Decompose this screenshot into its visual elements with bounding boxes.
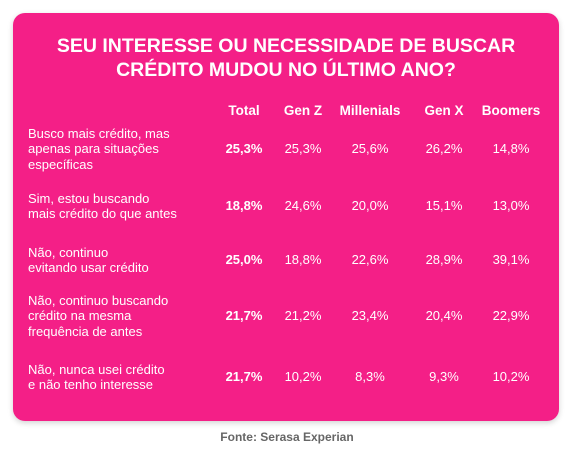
value-cell: 22,9%	[492, 308, 530, 323]
row-label: Não, nunca usei crédito e não tenho inter…	[28, 362, 208, 393]
value-cell: 8,3%	[355, 369, 385, 384]
value-cell: 20,4%	[425, 308, 463, 323]
column-header-total: Total	[228, 103, 260, 118]
total-value-cell: 21,7%	[225, 308, 263, 323]
value-cell: 10,2%	[492, 369, 530, 384]
row-label: Busco mais crédito, mas apenas para situa…	[28, 126, 208, 173]
value-cell: 22,6%	[351, 252, 389, 267]
row-label-line: Não, continuo buscando	[28, 292, 169, 308]
column-header-gen-z: Gen Z	[283, 103, 323, 118]
value-cell: 18,8%	[284, 252, 322, 267]
total-value-cell: 21,7%	[225, 369, 263, 384]
value-cell: 25,3%	[284, 141, 322, 156]
row-label-line: evitando usar crédito	[28, 260, 149, 275]
value-cell: 28,9%	[425, 252, 463, 267]
row-label: Sim, estou buscando mais crédito do que a…	[28, 191, 208, 222]
value-cell: 15,1%	[425, 198, 463, 213]
value-cell: 10,2%	[284, 369, 322, 384]
source-note: Fonte: Serasa Experian	[220, 430, 354, 444]
row-label: Não, continuo buscando crédito na mesma fr…	[28, 293, 208, 340]
table-card	[13, 13, 559, 421]
column-header-gen-x: Gen X	[424, 103, 464, 118]
row-label-line: mais crédito do que antes	[28, 206, 177, 221]
value-cell: 9,3%	[429, 369, 459, 384]
value-cell: 23,4%	[351, 308, 389, 323]
total-value-cell: 25,3%	[225, 141, 263, 156]
row-label-line: Não, nunca usei crédito	[28, 361, 165, 377]
value-cell: 21,2%	[284, 308, 322, 323]
row-label: Não, continuo evitando usar crédito	[28, 245, 208, 276]
row-label-line: apenas para situações	[28, 141, 159, 157]
value-cell: 14,8%	[492, 141, 530, 156]
value-cell: 24,6%	[284, 198, 322, 213]
row-label-line: e não tenho interesse	[28, 377, 154, 392]
row-label-line: Não, continuo	[28, 244, 109, 260]
value-cell: 20,0%	[351, 198, 389, 213]
column-header-boomers: Boomers	[481, 103, 541, 118]
row-label-line: específicas	[28, 156, 94, 172]
value-cell: 13,0%	[492, 198, 530, 213]
column-header-millenials: Millenials	[339, 103, 401, 118]
title-line-1: SEU INTERESSE OU NECESSIDADE DE BUSCAR	[56, 35, 516, 57]
row-label-line: crédito na mesma	[28, 308, 132, 324]
row-label-line: frequência de antes	[28, 323, 143, 339]
value-cell: 25,6%	[351, 141, 389, 156]
row-label-line: Busco mais crédito, mas	[28, 125, 170, 141]
title-line-2: CRÉDITO MUDOU NO ÚLTIMO ANO?	[116, 59, 456, 81]
total-value-cell: 25,0%	[225, 252, 263, 267]
total-value-cell: 18,8%	[225, 198, 263, 213]
row-label-line: Sim, estou buscando	[28, 190, 150, 206]
value-cell: 39,1%	[492, 252, 530, 267]
value-cell: 26,2%	[425, 141, 463, 156]
